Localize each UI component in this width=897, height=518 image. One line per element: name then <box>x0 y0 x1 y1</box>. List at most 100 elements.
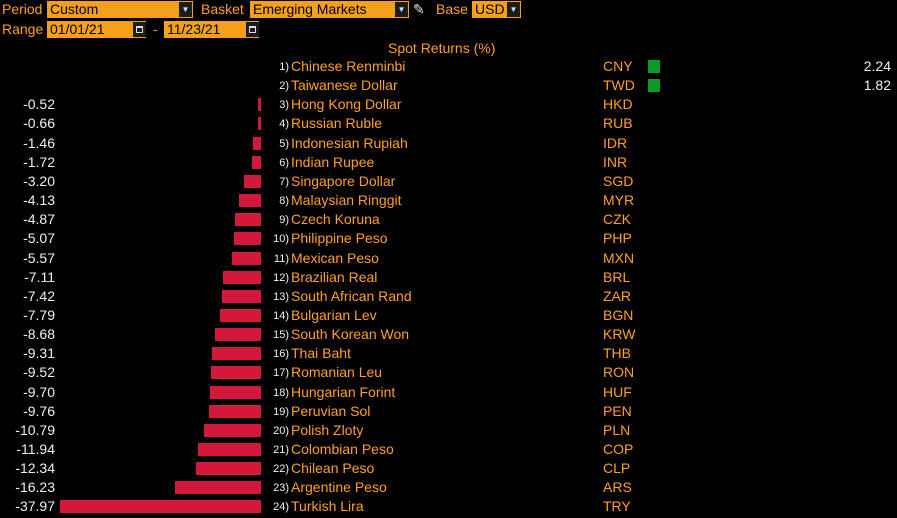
basket-dropdown[interactable]: Emerging Markets ▼ <box>250 1 409 18</box>
range-end-field[interactable]: 11/23/21 <box>164 21 259 38</box>
currency-code: IDR <box>603 134 628 151</box>
rank-label: 9) <box>279 214 289 227</box>
bar <box>219 308 261 322</box>
table-row[interactable]: 3) Hong Kong Dollar HKD -0.52 <box>0 95 897 114</box>
currency-name[interactable]: Chilean Peso <box>291 460 375 477</box>
table-row[interactable]: 7) Singapore Dollar SGD -3.20 <box>0 172 897 191</box>
currency-name[interactable]: Brazilian Real <box>291 268 378 285</box>
table-row[interactable]: 1) Chinese Renminbi CNY 2.24 <box>0 57 897 76</box>
bar <box>239 194 261 208</box>
currency-name[interactable]: South Korean Won <box>291 326 410 343</box>
currency-code: TRY <box>603 498 631 515</box>
table-row[interactable]: 2) Taiwanese Dollar TWD 1.82 <box>0 76 897 95</box>
currency-name[interactable]: Thai Baht <box>291 345 351 362</box>
table-row[interactable]: 5) Indonesian Rupiah IDR -1.46 <box>0 134 897 153</box>
table-row[interactable]: 11) Mexican Peso MXN -5.57 <box>0 249 897 268</box>
table-row[interactable]: 17) Romanian Leu RON -9.52 <box>0 363 897 382</box>
chevron-down-icon[interactable]: ▼ <box>395 2 408 17</box>
table-row[interactable]: 4) Russian Ruble RUB -0.66 <box>0 114 897 133</box>
currency-code: HUF <box>603 383 632 400</box>
rank-label: 21) <box>273 444 289 456</box>
chart-title: Spot Returns (%) <box>388 40 496 56</box>
currency-code: THB <box>603 345 631 362</box>
bar <box>251 155 261 169</box>
currency-name[interactable]: South African Rand <box>291 287 412 304</box>
currency-name[interactable]: Argentine Peso <box>291 479 387 496</box>
table-row[interactable]: 20) Polish Zloty PLN -10.79 <box>0 421 897 440</box>
currency-name[interactable]: Hungarian Forint <box>291 383 396 400</box>
data-label: -7.11 <box>24 268 55 285</box>
table-row[interactable]: 16) Thai Baht THB -9.31 <box>0 344 897 363</box>
table-row[interactable]: 15) South Korean Won KRW -8.68 <box>0 325 897 344</box>
currency-code: BRL <box>603 268 631 285</box>
currency-code: PEN <box>603 402 632 419</box>
chevron-down-icon[interactable]: ▼ <box>179 2 192 17</box>
table-row[interactable]: 14) Bulgarian Lev BGN -7.79 <box>0 306 897 325</box>
rank-label: 15) <box>273 329 289 342</box>
bar <box>223 270 261 284</box>
data-label: -10.79 <box>15 421 55 438</box>
data-label: -7.42 <box>23 287 55 304</box>
rank-label: 10) <box>273 233 289 246</box>
data-label: -9.76 <box>23 402 55 419</box>
currency-name[interactable]: Malaysian Ringgit <box>291 192 402 209</box>
table-row[interactable]: 22) Chilean Peso CLP -12.34 <box>0 459 897 478</box>
currency-name[interactable]: Hong Kong Dollar <box>291 96 402 113</box>
table-row[interactable]: 13) South African Rand ZAR -7.42 <box>0 287 897 306</box>
data-label: -16.23 <box>15 479 55 496</box>
currency-name[interactable]: Romanian Leu <box>291 364 383 381</box>
calendar-icon[interactable] <box>246 22 259 37</box>
currency-code: HKD <box>603 96 633 113</box>
base-value: USD <box>475 1 505 17</box>
currency-name[interactable]: Bulgarian Lev <box>291 306 377 323</box>
bar <box>175 481 261 495</box>
currency-name[interactable]: Singapore Dollar <box>291 172 396 189</box>
table-row[interactable]: 18) Hungarian Forint HUF -9.70 <box>0 383 897 402</box>
currency-name[interactable]: Taiwanese Dollar <box>291 77 398 94</box>
currency-name[interactable]: Indonesian Rupiah <box>291 134 408 151</box>
chevron-down-icon[interactable]: ▼ <box>507 2 520 17</box>
table-row[interactable]: 10) Philippine Peso PHP -5.07 <box>0 229 897 248</box>
data-label: -5.07 <box>23 230 55 247</box>
table-row[interactable]: 19) Peruvian Sol PEN -9.76 <box>0 402 897 421</box>
calendar-icon[interactable] <box>133 22 146 37</box>
currency-name[interactable]: Indian Rupee <box>291 153 375 170</box>
currency-code: ARS <box>603 479 632 496</box>
table-row[interactable]: 23) Argentine Peso ARS -16.23 <box>0 478 897 497</box>
table-row[interactable]: 8) Malaysian Ringgit MYR -4.13 <box>0 191 897 210</box>
rank-label: 12) <box>273 271 289 284</box>
currency-name[interactable]: Polish Zloty <box>291 421 364 438</box>
table-row[interactable]: 24) Turkish Lira TRY -37.97 <box>0 497 897 516</box>
currency-name[interactable]: Peruvian Sol <box>291 402 371 419</box>
data-label: -9.70 <box>23 383 55 400</box>
currency-name[interactable]: Colombian Peso <box>291 441 394 457</box>
currency-name[interactable]: Russian Ruble <box>291 115 383 132</box>
period-label: Period <box>2 1 43 17</box>
currency-code: MXN <box>603 249 635 266</box>
base-currency-dropdown[interactable]: USD ▼ <box>472 1 521 18</box>
period-dropdown[interactable]: Custom ▼ <box>47 1 193 18</box>
range-separator: - <box>153 21 158 37</box>
data-label: -9.31 <box>23 345 55 362</box>
currency-name[interactable]: Czech Koruna <box>291 211 380 228</box>
currency-name[interactable]: Chinese Renminbi <box>291 58 406 74</box>
currency-code: CZK <box>603 211 631 228</box>
range-end-value: 11/23/21 <box>167 21 221 37</box>
currency-name[interactable]: Philippine Peso <box>291 230 388 247</box>
currency-name[interactable]: Turkish Lira <box>291 498 364 515</box>
rank-label: 5) <box>279 137 289 150</box>
table-row[interactable]: 12) Brazilian Real BRL -7.11 <box>0 268 897 287</box>
currency-code: SGD <box>603 172 634 189</box>
bar <box>231 251 261 265</box>
data-label: -8.68 <box>23 326 55 343</box>
currency-name[interactable]: Mexican Peso <box>291 249 379 266</box>
data-label: -37.97 <box>15 498 55 515</box>
bar <box>60 500 261 514</box>
table-row[interactable]: 21) Colombian Peso COP -11.94 <box>0 440 897 459</box>
table-row[interactable]: 9) Czech Koruna CZK -4.87 <box>0 210 897 229</box>
table-row[interactable]: 6) Indian Rupee INR -1.72 <box>0 153 897 172</box>
pencil-icon[interactable]: ✎ <box>413 1 425 17</box>
range-start-field[interactable]: 01/01/21 <box>47 21 146 38</box>
bar <box>209 404 261 418</box>
bar <box>257 117 261 131</box>
